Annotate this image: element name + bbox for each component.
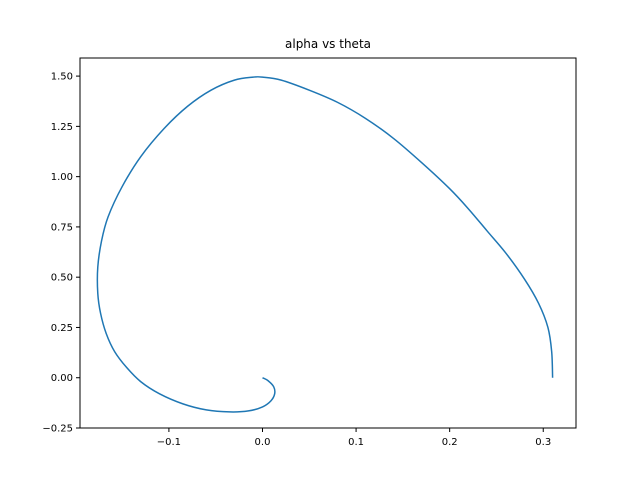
x-tick-label: −0.1 (157, 437, 181, 448)
x-tick-label: 0.0 (255, 437, 271, 448)
y-tick-label: 1.25 (51, 122, 73, 133)
chart-title: alpha vs theta (285, 37, 371, 51)
y-tick-label: 0.00 (51, 373, 73, 384)
x-tick-label: 0.1 (348, 437, 364, 448)
y-tick-label: 0.75 (51, 222, 73, 233)
x-tick-label: 0.3 (535, 437, 551, 448)
axes-frame (79, 57, 577, 429)
x-tick-label: 0.2 (442, 437, 458, 448)
series-line (96, 75, 554, 413)
y-tick-label: 0.25 (51, 323, 73, 334)
y-tick-label: 0.50 (51, 273, 73, 284)
plot-area: −0.1 0.0 0.1 0.2 0.3 −0.25 0.00 0.25 0.50 0.75 1.0… (42, 72, 554, 448)
y-tick-label: 1.00 (51, 172, 73, 183)
y-tick-label: −0.25 (42, 424, 73, 435)
y-tick-label: 1.50 (51, 72, 73, 83)
